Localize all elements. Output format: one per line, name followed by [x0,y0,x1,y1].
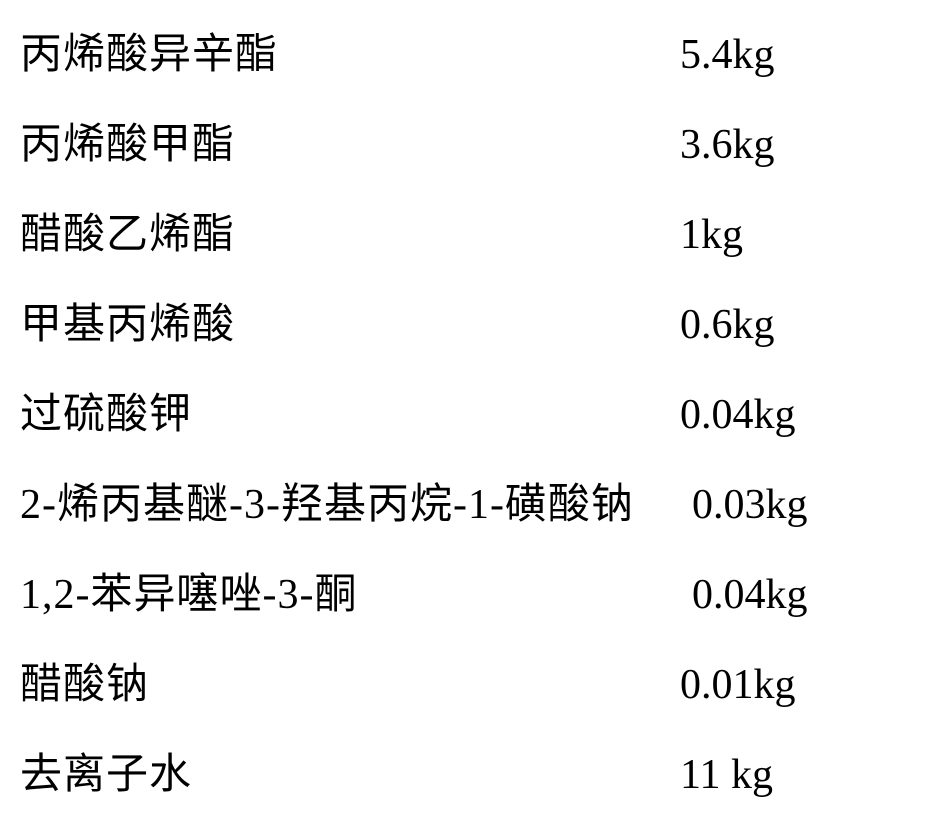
ingredient-name: 醋酸钠 [20,654,680,717]
ingredient-row: 过硫酸钾 0.04kg [20,370,929,460]
ingredient-name: 过硫酸钾 [20,384,680,447]
ingredient-row: 丙烯酸异辛酯 5.4kg [20,10,929,100]
ingredients-list: 丙烯酸异辛酯 5.4kg 丙烯酸甲酯 3.6kg 醋酸乙烯酯 1kg 甲基丙烯酸… [20,10,929,820]
ingredient-row: 醋酸乙烯酯 1kg [20,190,929,280]
ingredient-row: 醋酸钠 0.01kg [20,640,929,730]
ingredient-name: 去离子水 [20,744,680,807]
ingredient-amount: 11 kg [680,744,773,807]
ingredient-name: 2-烯丙基醚-3-羟基丙烷-1-磺酸钠 [20,474,680,537]
ingredient-amount: 0.01kg [680,654,796,717]
ingredient-amount: 0.03kg [680,474,808,537]
ingredient-amount: 0.04kg [680,564,808,627]
ingredient-amount: 0.6kg [680,294,775,357]
ingredient-row: 1,2-苯异噻唑-3-酮 0.04kg [20,550,929,640]
ingredient-amount: 3.6kg [680,114,775,177]
ingredient-amount: 0.04kg [680,384,796,447]
ingredient-name: 1,2-苯异噻唑-3-酮 [20,564,680,627]
ingredient-name: 甲基丙烯酸 [20,294,680,357]
ingredient-row: 2-烯丙基醚-3-羟基丙烷-1-磺酸钠 0.03kg [20,460,929,550]
ingredient-name: 丙烯酸异辛酯 [20,24,680,87]
ingredient-name: 丙烯酸甲酯 [20,114,680,177]
ingredient-row: 甲基丙烯酸 0.6kg [20,280,929,370]
ingredient-name: 醋酸乙烯酯 [20,204,680,267]
ingredient-amount: 5.4kg [680,24,775,87]
ingredient-row: 丙烯酸甲酯 3.6kg [20,100,929,190]
ingredient-amount: 1kg [680,204,743,267]
ingredient-row: 去离子水 11 kg [20,730,929,820]
